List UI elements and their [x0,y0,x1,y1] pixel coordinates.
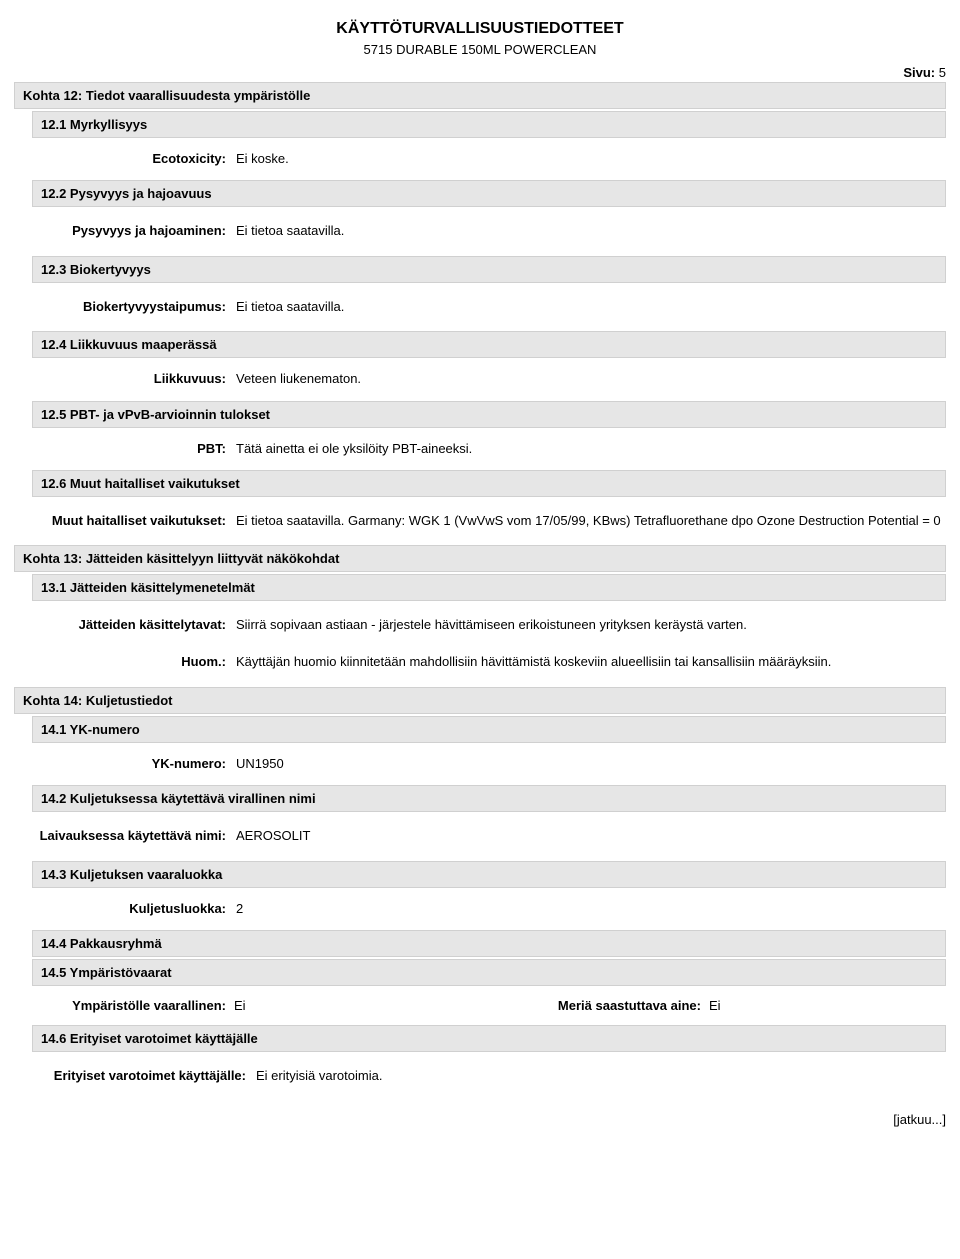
env-hazards-row: Ympäristölle vaarallinen: Ei Meriä saast… [32,998,946,1013]
other-effects-label: Muut haitalliset vaikutukset: [32,509,234,534]
section-12-4-header: 12.4 Liikkuvuus maaperässä [32,331,946,358]
section-13-1-header: 13.1 Jätteiden käsittelymenetelmät [32,574,946,601]
section-12-5-header: 12.5 PBT- ja vPvB-arvioinnin tulokset [32,401,946,428]
section-12-2-header: 12.2 Pysyvyys ja hajoavuus [32,180,946,207]
un-number-label: YK-numero: [50,753,234,775]
disposal-note-row: Huom.: Käyttäjän huomio kiinnitetään mah… [32,650,946,675]
disposal-note-value: Käyttäjän huomio kiinnitetään mahdollisi… [234,650,946,675]
pbt-label: PBT: [50,438,234,460]
disposal-methods-value: Siirrä sopivaan astiaan - järjestele häv… [234,613,946,638]
section-12-6-header: 12.6 Muut haitalliset vaikutukset [32,470,946,497]
other-effects-value: Ei tietoa saatavilla. Garmany: WGK 1 (Vw… [234,509,946,534]
marine-pollutant-label: Meriä saastuttava aine: [489,998,709,1013]
section-12-header: Kohta 12: Tiedot vaarallisuudesta ympäri… [14,82,946,109]
special-precautions-value: Ei erityisiä varotoimia. [254,1064,946,1089]
special-precautions-row: Erityiset varotoimet käyttäjälle: Ei eri… [14,1064,946,1089]
pbt-row: PBT: Tätä ainetta ei ole yksilöity PBT-a… [50,438,946,460]
document-title: KÄYTTÖTURVALLISUUSTIEDOTTEET [14,20,946,38]
section-14-3-header: 14.3 Kuljetuksen vaaraluokka [32,861,946,888]
ecotoxicity-label: Ecotoxicity: [50,148,234,170]
ecotoxicity-value: Ei koske. [234,148,946,170]
mobility-row: Liikkuvuus: Veteen liukenematon. [50,368,946,390]
document-subtitle: 5715 DURABLE 150ML POWERCLEAN [14,42,946,57]
page-number-value: 5 [939,65,946,80]
disposal-note-label: Huom.: [32,650,234,675]
persistence-label: Pysyvyys ja hajoaminen: [32,219,234,244]
bioaccumulation-label: Biokertyvyystaipumus: [32,295,234,320]
transport-class-value: 2 [234,898,946,920]
env-hazard-label: Ympäristölle vaarallinen: [32,998,234,1013]
section-12-1-header: 12.1 Myrkyllisyys [32,111,946,138]
section-14-5-header: 14.5 Ympäristövaarat [32,959,946,986]
env-hazard-value: Ei [234,998,246,1013]
shipping-name-label: Laivauksessa käytettävä nimi: [14,824,234,849]
transport-class-row: Kuljetusluokka: 2 [50,898,946,920]
un-number-value: UN1950 [234,753,946,775]
persistence-value: Ei tietoa saatavilla. [234,219,946,244]
section-14-1-header: 14.1 YK-numero [32,716,946,743]
shipping-name-value: AEROSOLIT [234,824,946,849]
mobility-label: Liikkuvuus: [50,368,234,390]
ecotoxicity-row: Ecotoxicity: Ei koske. [50,148,946,170]
shipping-name-row: Laivauksessa käytettävä nimi: AEROSOLIT [14,824,946,849]
other-effects-row: Muut haitalliset vaikutukset: Ei tietoa … [32,509,946,534]
marine-pollutant-value: Ei [709,998,721,1013]
page-number: Sivu: 5 [14,65,946,80]
section-14-4-header: 14.4 Pakkausryhmä [32,930,946,957]
transport-class-label: Kuljetusluokka: [50,898,234,920]
section-14-2-header: 14.2 Kuljetuksessa käytettävä virallinen… [32,785,946,812]
disposal-methods-label: Jätteiden käsittelytavat: [32,613,234,638]
un-number-row: YK-numero: UN1950 [50,753,946,775]
pbt-value: Tätä ainetta ei ole yksilöity PBT-aineek… [234,438,946,460]
section-12-3-header: 12.3 Biokertyvyys [32,256,946,283]
mobility-value: Veteen liukenematon. [234,368,946,390]
bioaccumulation-row: Biokertyvyystaipumus: Ei tietoa saatavil… [32,295,946,320]
page-number-label: Sivu: [903,65,935,80]
persistence-row: Pysyvyys ja hajoaminen: Ei tietoa saatav… [32,219,946,244]
continuation-footer: [jatkuu...] [14,1112,946,1127]
section-13-header: Kohta 13: Jätteiden käsittelyyn liittyvä… [14,545,946,572]
special-precautions-label: Erityiset varotoimet käyttäjälle: [14,1064,254,1089]
bioaccumulation-value: Ei tietoa saatavilla. [234,295,946,320]
disposal-methods-row: Jätteiden käsittelytavat: Siirrä sopivaa… [32,613,946,638]
section-14-header: Kohta 14: Kuljetustiedot [14,687,946,714]
section-14-6-header: 14.6 Erityiset varotoimet käyttäjälle [32,1025,946,1052]
